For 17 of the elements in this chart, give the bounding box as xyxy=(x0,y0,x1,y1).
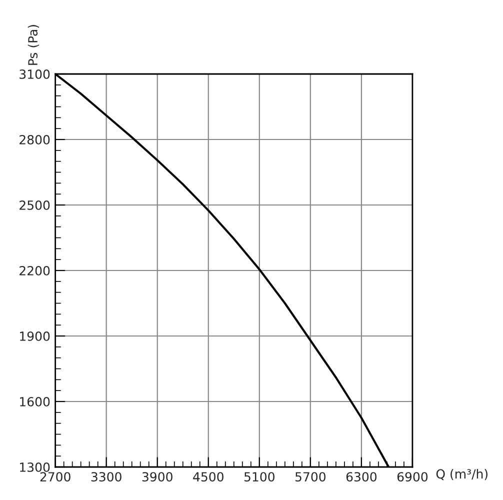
x-tick-label: 3300 xyxy=(91,472,122,482)
x-tick-label: 2700 xyxy=(40,472,70,482)
y-tick-label: 1900 xyxy=(20,331,50,341)
y-tick-label: 2800 xyxy=(20,134,50,144)
x-tick-label: 5700 xyxy=(295,472,326,482)
y-tick-label: 2500 xyxy=(20,200,50,210)
y-tick-label: 1600 xyxy=(20,396,50,406)
x-tick-label: 6900 xyxy=(397,472,428,482)
y-tick-label: 1300 xyxy=(20,462,50,472)
y-axis-title: Ps (Pa) xyxy=(28,25,39,65)
x-axis-title: Q (m³/h) xyxy=(436,468,488,480)
x-tick-label: 5100 xyxy=(244,472,274,482)
x-tick-label: 3900 xyxy=(142,472,172,482)
x-tick-label: 6300 xyxy=(346,472,377,482)
y-tick-label: 2200 xyxy=(20,266,50,276)
x-tick-label: 4500 xyxy=(193,472,224,482)
y-tick-label: 3100 xyxy=(20,69,50,79)
